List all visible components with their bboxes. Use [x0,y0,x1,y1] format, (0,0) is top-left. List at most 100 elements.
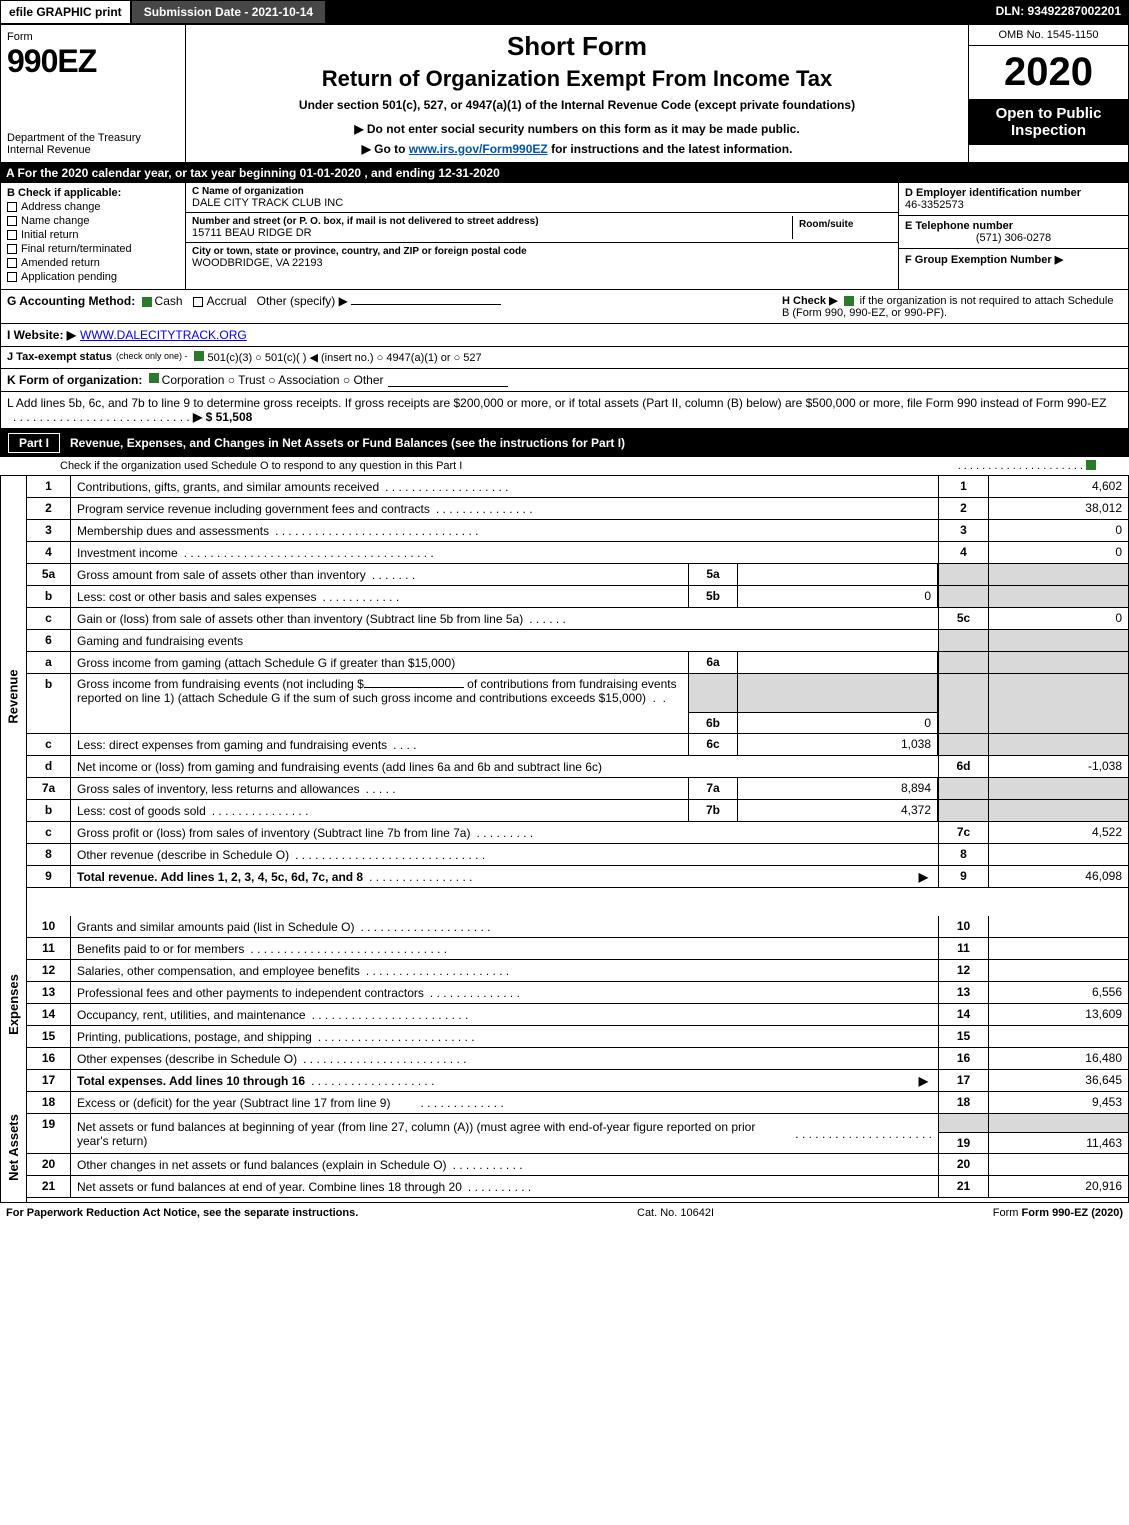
line-value: -1,038 [988,756,1128,777]
header-middle: Short Form Return of Organization Exempt… [186,25,968,162]
l-text: L Add lines 5b, 6c, and 7b to line 9 to … [7,396,1106,410]
spacer [326,0,987,24]
row-k-form-org: K Form of organization: Corporation ○ Tr… [0,369,1129,392]
chk-final-return[interactable]: Final return/terminated [7,243,179,255]
chk-application-pending[interactable]: Application pending [7,271,179,283]
k-label: K Form of organization: [7,373,142,387]
checkbox-checked-icon [149,373,159,383]
top-bar: efile GRAPHIC print Submission Date - 20… [0,0,1129,24]
g-accrual: Accrual [207,294,247,308]
shaded-cell [938,652,988,673]
column-d-ein: D Employer identification number 46-3352… [898,183,1128,289]
line-desc: Total revenue. Add lines 1, 2, 3, 4, 5c,… [71,866,938,887]
line-ref: 12 [938,960,988,981]
org-city: WOODBRIDGE, VA 22193 [192,257,892,269]
line-ref: 2 [938,498,988,519]
return-title: Return of Organization Exempt From Incom… [196,66,958,92]
line-value: 0 [988,542,1128,563]
footer-right: Form Form 990-EZ (2020) [993,1207,1123,1219]
line-num: 12 [27,960,71,981]
chk-name-change[interactable]: Name change [7,215,179,227]
line-desc: Less: cost of goods sold. . . . . . . . … [71,800,688,821]
line-num: c [27,822,71,843]
row-i-website: I Website: ▶ WWW.DALECITYTRACK.ORG [0,324,1129,347]
j-opts: 501(c)(3) ○ 501(c)( ) ◀ (insert no.) ○ 4… [207,351,481,364]
line-desc: Other changes in net assets or fund bala… [71,1154,938,1175]
footer-mid: Cat. No. 10642I [358,1207,992,1219]
part1-check-note: Check if the organization used Schedule … [0,457,1129,476]
l-amount: ▶ $ 51,508 [193,410,252,424]
phone-value: (571) 306-0278 [905,232,1122,244]
g-other-line [351,304,501,305]
line-ref: 19 [938,1132,988,1153]
arrow-icon: ▶ [919,1074,928,1088]
footer-left: For Paperwork Reduction Act Notice, see … [6,1207,358,1219]
expenses-side-label: Expenses [1,916,27,1092]
g-label: G Accounting Method: [7,294,135,308]
line-num: 21 [27,1176,71,1197]
c-name-label: C Name of organization [192,186,892,197]
line-num: d [27,756,71,777]
line-ref: 3 [938,520,988,541]
checkbox-icon [7,230,17,240]
checkbox-icon [7,272,17,282]
line-value: 11,463 [988,1132,1128,1153]
mid-value: 0 [738,712,938,733]
line-num: c [27,608,71,629]
checkbox-icon [7,244,17,254]
shaded-cell [988,800,1128,821]
chk-address-change[interactable]: Address change [7,201,179,213]
column-c-org-info: C Name of organization DALE CITY TRACK C… [186,183,898,289]
chk-initial-return[interactable]: Initial return [7,229,179,241]
mid-ref: 5b [688,586,738,607]
part-number: Part I [8,433,60,453]
chk-label: Final return/terminated [21,243,132,255]
mid-ref: 7b [688,800,738,821]
efile-print-button[interactable]: efile GRAPHIC print [0,0,131,24]
line-value: 4,602 [988,476,1128,497]
website-link[interactable]: WWW.DALECITYTRACK.ORG [80,328,247,342]
mid-value: 1,038 [738,734,938,755]
line-value: 36,645 [988,1070,1128,1091]
shaded-cell [988,630,1128,651]
line-desc: Contributions, gifts, grants, and simila… [71,476,938,497]
header-right: OMB No. 1545-1150 2020 Open to Public In… [968,25,1128,162]
mid-value [738,652,938,673]
line-desc: Professional fees and other payments to … [71,982,938,1003]
column-b-checkboxes: B Check if applicable: Address change Na… [1,183,186,289]
line-num: 11 [27,938,71,959]
shaded-cell [938,564,988,585]
line-value: 6,556 [988,982,1128,1003]
checkbox-icon [7,216,17,226]
line-value: 0 [988,608,1128,629]
line-value [988,938,1128,959]
dln-label: DLN: 93492287002201 [988,0,1129,24]
page-footer: For Paperwork Reduction Act Notice, see … [0,1202,1129,1223]
line-num: 14 [27,1004,71,1025]
line-desc: Less: direct expenses from gaming and fu… [71,734,688,755]
form-990ez-page: efile GRAPHIC print Submission Date - 20… [0,0,1129,1223]
chk-label: Name change [21,215,90,227]
row-j-tax-exempt: J Tax-exempt status (check only one) - 5… [0,347,1129,369]
line-num: 7a [27,778,71,799]
line-num: b [27,586,71,607]
d-ein-label: D Employer identification number [905,187,1122,199]
line-desc: Gross income from gaming (attach Schedul… [71,652,688,673]
checkbox-icon [7,202,17,212]
checkbox-icon [193,297,203,307]
c-addr-label: Number and street (or P. O. box, if mail… [192,216,792,227]
line-value [988,1154,1128,1175]
c-city-label: City or town, state or province, country… [192,246,892,257]
irs-link[interactable]: www.irs.gov/Form990EZ [409,142,548,156]
chk-amended-return[interactable]: Amended return [7,257,179,269]
line-value: 0 [988,520,1128,541]
line-desc: Other revenue (describe in Schedule O). … [71,844,938,865]
line-ref: 8 [938,844,988,865]
line-desc: Printing, publications, postage, and shi… [71,1026,938,1047]
mid-value [738,564,938,585]
line-desc: Membership dues and assessments. . . . .… [71,520,938,541]
line-num: 15 [27,1026,71,1047]
line-desc: Excess or (deficit) for the year (Subtra… [71,1092,938,1113]
line-num: 3 [27,520,71,541]
line-num: 18 [27,1092,71,1113]
